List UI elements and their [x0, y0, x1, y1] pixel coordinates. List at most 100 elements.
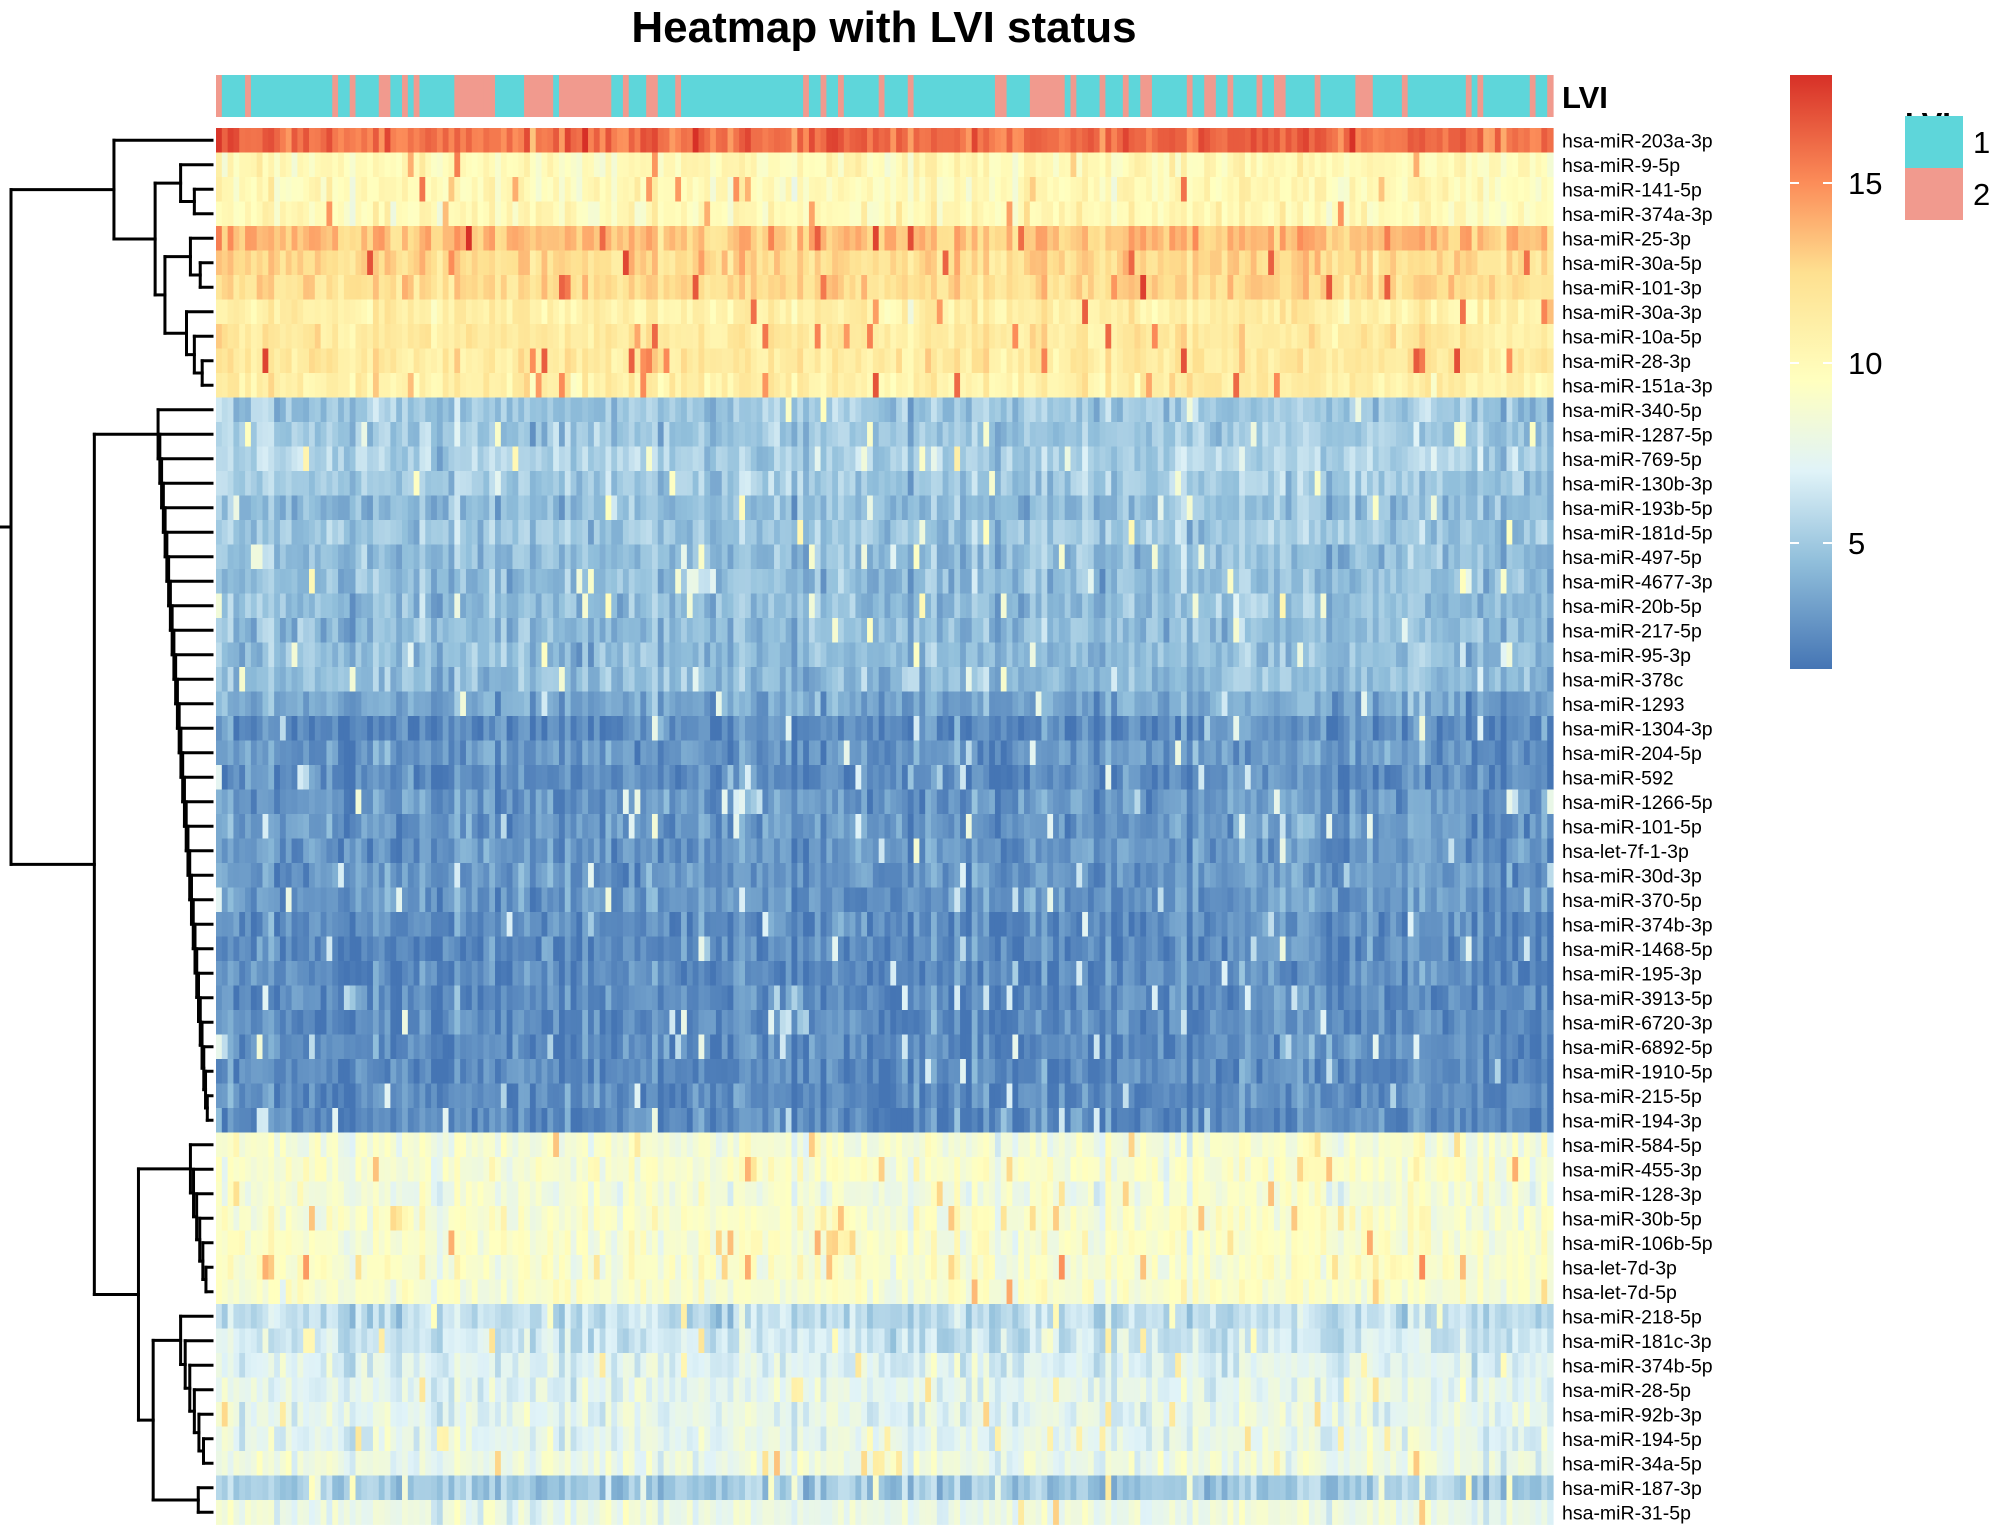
heatmap-cell: [1401, 446, 1409, 472]
heatmap-cell: [1314, 471, 1322, 496]
heatmap-cell: [1506, 422, 1513, 447]
heatmap-cell: [1413, 177, 1420, 202]
heatmap-cell: [1064, 373, 1072, 398]
heatmap-cell: [983, 299, 990, 325]
heatmap-cell: [913, 275, 920, 300]
heatmap-cell: [1425, 152, 1432, 178]
heatmap-cell: [994, 226, 1002, 251]
heatmap-cell: [361, 177, 368, 202]
heatmap-cell: [739, 373, 746, 398]
heatmap-cell: [803, 128, 810, 153]
heatmap-cell: [1250, 324, 1258, 349]
heatmap-cell: [855, 471, 862, 496]
heatmap-cell: [1425, 226, 1432, 251]
heatmap-cell: [483, 226, 490, 251]
heatmap-cell: [535, 495, 543, 521]
heatmap-cell: [948, 569, 955, 594]
heatmap-cell: [419, 275, 426, 300]
heatmap-cell: [744, 422, 752, 447]
heatmap-cell: [1396, 226, 1403, 251]
heatmap-cell: [489, 422, 496, 447]
heatmap-cell: [1442, 373, 1449, 398]
heatmap-cell: [378, 128, 386, 153]
heatmap-cell: [245, 201, 252, 227]
heatmap-cell: [1157, 250, 1165, 276]
heatmap-cell: [925, 422, 932, 447]
heatmap-cell: [1117, 593, 1124, 619]
heatmap-cell: [1268, 275, 1275, 300]
heatmap-cell: [1192, 128, 1199, 153]
heatmap-cell: [977, 128, 984, 153]
heatmap-cell: [1477, 177, 1484, 202]
heatmap-cell: [1512, 520, 1519, 545]
heatmap-cell: [785, 495, 793, 521]
heatmap-cell: [936, 495, 944, 521]
heatmap-cell: [1425, 348, 1432, 374]
heatmap-cell: [1128, 128, 1136, 153]
heatmap-cell: [1384, 495, 1391, 521]
heatmap-cell: [1134, 226, 1141, 251]
heatmap-cell: [605, 299, 612, 325]
annotation-cell: [1297, 75, 1304, 117]
heatmap-cell: [454, 201, 461, 227]
heatmap-cell: [1477, 201, 1484, 227]
heatmap-cell: [1244, 495, 1252, 521]
heatmap-cell: [1099, 422, 1106, 447]
heatmap-cell: [855, 348, 862, 374]
heatmap-cell: [506, 544, 514, 570]
heatmap-cell: [303, 152, 310, 178]
heatmap-cell: [471, 544, 479, 570]
heatmap-cell: [611, 397, 618, 423]
heatmap-cell: [838, 324, 845, 349]
heatmap-cell: [309, 226, 316, 251]
heatmap-cell: [361, 250, 368, 276]
heatmap-cell: [1459, 201, 1467, 227]
heatmap-cell: [634, 422, 641, 447]
heatmap-cell: [512, 152, 519, 178]
heatmap-cell: [849, 177, 857, 202]
heatmap-cell: [309, 471, 316, 496]
heatmap-cell: [1529, 275, 1537, 300]
heatmap-cell: [797, 177, 804, 202]
heatmap-cell: [535, 348, 543, 374]
annotation-cell: [1494, 75, 1502, 117]
heatmap-cell: [1163, 471, 1170, 496]
heatmap-cell: [553, 324, 560, 349]
heatmap-cell: [838, 544, 845, 570]
heatmap-cell: [320, 177, 328, 202]
heatmap-cell: [675, 422, 682, 447]
heatmap-cell: [361, 299, 368, 325]
heatmap-cell: [704, 275, 711, 300]
heatmap-cell: [1535, 422, 1542, 447]
heatmap-cell: [826, 201, 833, 227]
heatmap-cell: [1250, 593, 1258, 619]
heatmap-cell: [1024, 569, 1031, 594]
heatmap-cell: [1035, 275, 1043, 300]
heatmap-cell: [1483, 471, 1490, 496]
heatmap-cell: [1105, 324, 1112, 349]
heatmap-cell: [1407, 275, 1415, 300]
heatmap-cell: [1500, 250, 1508, 276]
heatmap-cell: [216, 593, 223, 619]
heatmap-cell: [878, 446, 886, 472]
heatmap-cell: [378, 324, 386, 349]
heatmap-cells: [216, 128, 1554, 1525]
heatmap-cell: [413, 299, 421, 325]
heatmap-cell: [1413, 471, 1420, 496]
heatmap-cell: [1494, 299, 1502, 325]
heatmap-cell: [314, 446, 322, 472]
heatmap-cell: [1262, 299, 1269, 325]
heatmap-cell: [907, 324, 915, 349]
heatmap-cell: [1128, 177, 1136, 202]
heatmap-cell: [1215, 422, 1223, 447]
heatmap-cell: [692, 250, 700, 276]
heatmap-cell: [762, 544, 769, 570]
heatmap-cell: [268, 324, 275, 349]
heatmap-cell: [791, 177, 798, 202]
heatmap-cell: [890, 324, 897, 349]
heatmap-cell: [1041, 177, 1048, 202]
heatmap-cell: [651, 201, 659, 227]
heatmap-cell: [936, 348, 944, 374]
heatmap-cell: [1262, 520, 1269, 545]
heatmap-cell: [285, 495, 293, 521]
